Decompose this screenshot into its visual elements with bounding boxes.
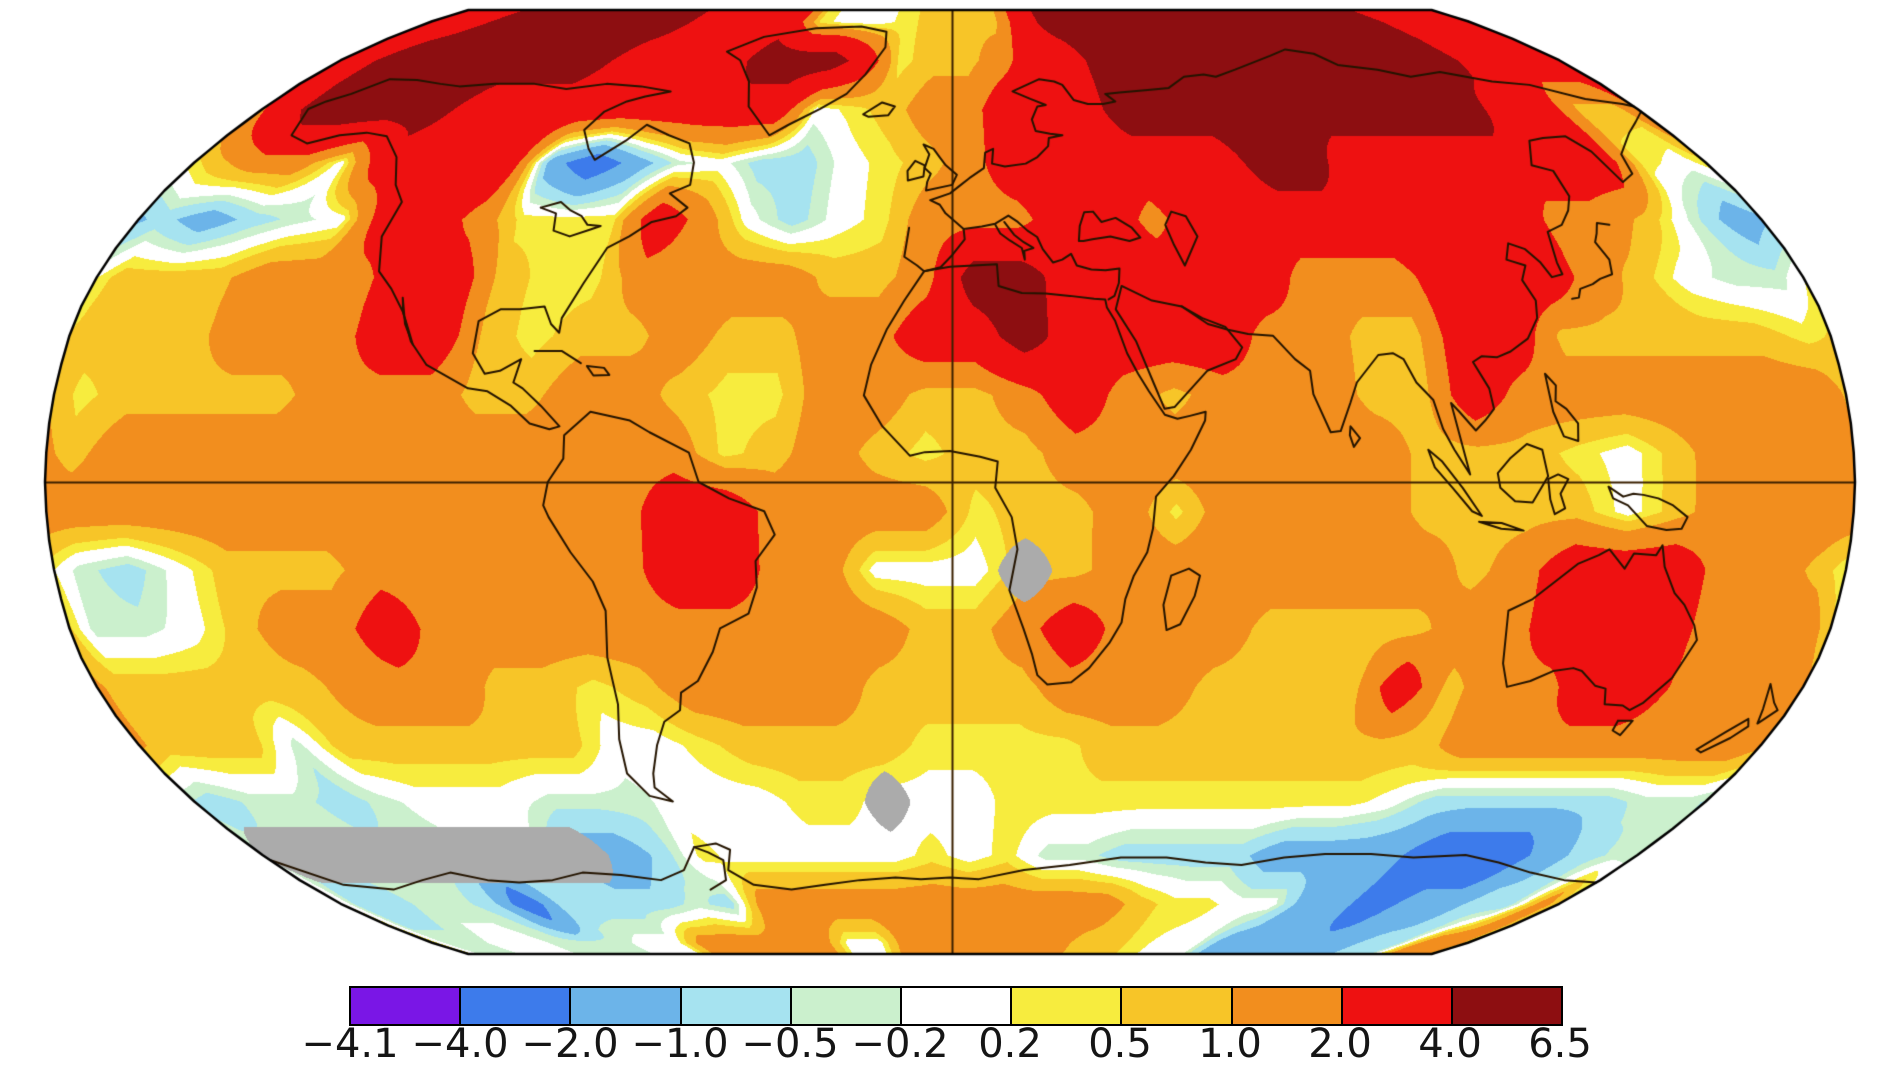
colorbar-segment-8 (1230, 988, 1341, 1024)
colorbar-segment-9 (1340, 988, 1451, 1024)
colorbar-segment-1 (459, 988, 570, 1024)
colorbar-segment-6 (1010, 988, 1121, 1024)
colorbar-segment-0 (351, 988, 460, 1024)
colorbar-segment-10 (1450, 988, 1562, 1024)
colorbar-segment-4 (789, 988, 900, 1024)
colorbar-segment-2 (569, 988, 680, 1024)
colorbar-segment-5 (899, 988, 1011, 1024)
colorbar (349, 986, 1563, 1026)
colorbar-segment-7 (1120, 988, 1231, 1024)
colorbar-segment-3 (679, 988, 790, 1024)
